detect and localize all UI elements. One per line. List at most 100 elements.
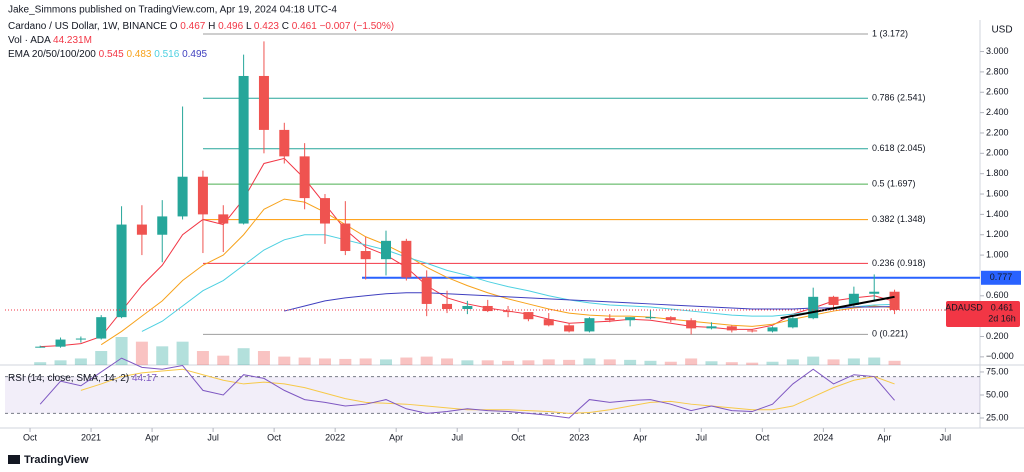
fib-label: 0 (0.221) [872,329,908,339]
volume-bar [339,358,352,365]
ohlc-value: 0.423 [254,21,279,32]
x-tick-label: Apr [877,432,891,442]
candle-body [319,198,330,224]
volume-bar [786,359,799,365]
ema-line [141,234,895,332]
x-tick-label: Oct [511,432,526,442]
candle-body [360,251,371,260]
candle-body [503,311,514,313]
volume-bar [420,356,433,365]
volume-bar [135,341,148,365]
volume-bar [644,360,657,365]
volume-bar [380,359,393,365]
fib-label: 1 (3.172) [872,28,908,38]
candle-body [238,75,249,224]
volume-bar [827,359,840,365]
logo-mark [8,455,20,464]
candle-body [381,240,392,260]
y-tick-label: 1.800 [986,168,1009,178]
candle-body [564,325,575,332]
volume-bar [807,356,820,365]
fib-label: 0.236 (0.918) [872,258,926,268]
currency: USD [991,25,1012,36]
volume-bar [441,358,454,365]
volume-bar [298,357,311,365]
price-value: 0.461 [991,302,1014,312]
volume-bar [542,359,555,365]
volume-legend: Vol · ADA 44.231M [8,35,92,46]
volume-bar [522,360,535,365]
fib-label: 0.618 (2.045) [872,143,926,153]
volume-bar [664,361,677,365]
volume-bar [34,362,47,365]
volume-bar [196,351,209,365]
ohlc-label: C [282,21,289,32]
volume-bar [725,362,738,365]
volume-bar [888,360,901,365]
candle-body [584,318,595,332]
volume-bar [685,358,698,365]
x-tick-label: Oct [267,432,282,442]
candle-body [787,318,798,328]
candle-body [442,303,453,310]
volume-label: Vol · ADA [8,35,51,46]
x-tick-label: Apr [389,432,403,442]
candle-body [686,320,697,329]
candle-body [747,330,758,332]
candle-body [340,223,351,252]
volume-bar [766,361,779,365]
footer-brand: TradingView [24,454,89,466]
horizontal-line-label: 0.777 [990,272,1013,282]
candle-body [157,216,168,235]
y-tick-label: 2.800 [986,66,1009,76]
candle-body [258,75,269,130]
candle-body [299,156,310,199]
x-tick-label: Jul [207,432,219,442]
x-tick-label: Apr [145,432,159,442]
volume-bar [318,358,331,365]
y-tick-label: 1.400 [986,209,1009,219]
candle-body [401,240,412,278]
rsi-label: RSI (14, close, SMA, 14, 2) [8,373,129,384]
volume-bar [583,358,596,365]
rsi-tick-label: 25.00 [986,412,1009,422]
volume-bar [237,348,250,365]
volume-bar [54,360,67,365]
candle-body [218,214,229,224]
candle-body [55,339,66,347]
volume-bar [359,358,372,365]
fib-label: 0.382 (1.348) [872,214,926,224]
volume-bar [624,359,637,365]
ohlc-value: 0.496 [218,21,243,32]
x-tick-label: Oct [755,432,770,442]
candle-body [706,326,717,329]
candle-body [279,129,290,157]
volume-bar [868,357,881,365]
candle-body [645,317,656,319]
volume-bar [502,360,515,365]
volume-bar [847,358,860,365]
ohlc-label: L [246,21,252,32]
candle-body [177,176,188,217]
volume-bar [481,360,494,365]
volume-bar [278,356,291,365]
ema-value: 0.545 [99,49,124,60]
x-tick-label: Apr [633,432,647,442]
y-tick-label: 2.000 [986,148,1009,158]
horizontal-line-tag [981,270,1021,285]
volume-value: 44.231M [53,35,92,46]
price-countdown: 2d 16h [988,313,1016,323]
volume-bar [746,362,759,365]
candle-body [604,318,615,321]
rsi-sma-line [80,368,895,414]
price-tag [946,300,1020,327]
y-tick-label: 1.200 [986,229,1009,239]
x-tick-label: Oct [23,432,38,442]
candle-body [96,317,107,339]
trend-line [780,295,895,320]
x-tick-label: 2022 [325,432,345,442]
x-tick-label: 2021 [81,432,101,442]
candle-body [523,312,534,320]
